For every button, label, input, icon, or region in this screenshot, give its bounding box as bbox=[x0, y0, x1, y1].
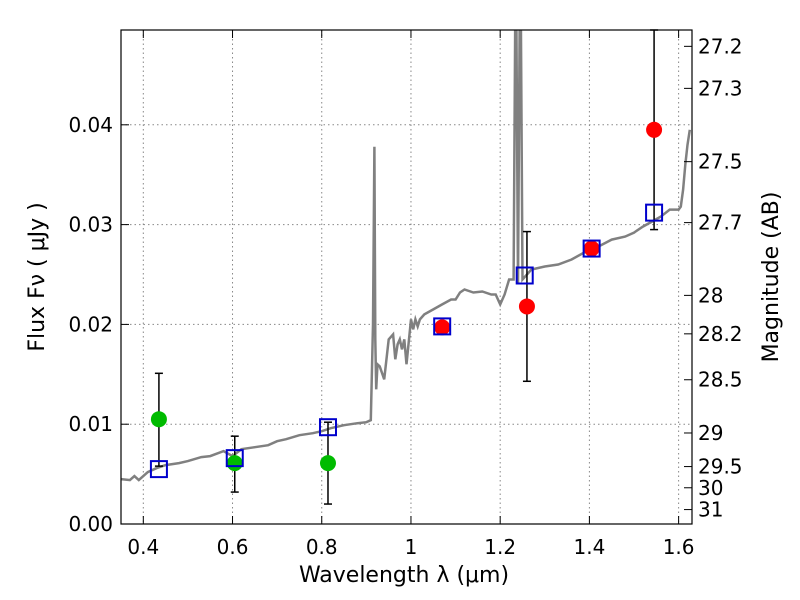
x-tick-label: 0.4 bbox=[127, 535, 159, 559]
magnitude-tick-label: 31 bbox=[698, 498, 723, 522]
y-tick-label: 0.00 bbox=[68, 512, 113, 536]
x-tick-label: 1 bbox=[405, 535, 418, 559]
x-tick-label: 1.2 bbox=[484, 535, 516, 559]
magnitude-tick-label: 27.2 bbox=[698, 34, 743, 58]
red-data-point bbox=[646, 121, 663, 138]
tick-layer: 0.4 0.6 0.8 1 1.2 1.4 1.6 0.00 0.01 0.02 0.03 0.04 2… bbox=[68, 30, 743, 559]
red-data-point bbox=[434, 319, 451, 336]
plot-frame bbox=[120, 29, 693, 525]
model-square bbox=[515, 266, 534, 285]
model-square bbox=[433, 317, 452, 336]
magnitude-tick-label: 30 bbox=[698, 476, 723, 500]
y-tick-label: 0.02 bbox=[68, 312, 113, 336]
magnitude-tick-label: 27.3 bbox=[698, 76, 743, 100]
y-tick-label: 0.04 bbox=[68, 113, 113, 137]
magnitude-tick-label: 28 bbox=[698, 283, 723, 307]
x-tick-label: 0.8 bbox=[306, 535, 338, 559]
x-tick-label: 0.6 bbox=[217, 535, 249, 559]
model-square bbox=[225, 449, 244, 468]
model-square bbox=[645, 203, 664, 222]
magnitude-tick-label: 29 bbox=[698, 421, 723, 445]
y-axis-label: Flux Fν ( μJy ) bbox=[25, 202, 50, 351]
magnitude-tick-label: 28.5 bbox=[698, 368, 743, 392]
y-tick-label: 0.03 bbox=[68, 213, 113, 237]
x-tick-label: 1.4 bbox=[573, 535, 605, 559]
green-data-point bbox=[226, 455, 243, 472]
magnitude-tick-label: 28.2 bbox=[698, 322, 743, 346]
x-tick-label: 1.6 bbox=[663, 535, 695, 559]
green-data-point bbox=[319, 455, 336, 472]
magnitude-tick-label: 27.7 bbox=[698, 211, 743, 235]
red-data-point bbox=[518, 298, 535, 315]
model-square bbox=[318, 418, 337, 437]
red-data-point bbox=[583, 240, 600, 257]
magnitude-axis-label: Magnitude (AB) bbox=[759, 192, 784, 363]
model-square bbox=[149, 460, 168, 479]
magnitude-tick-label: 29.5 bbox=[698, 455, 743, 479]
magnitude-tick-label: 27.5 bbox=[698, 150, 743, 174]
model-square bbox=[582, 239, 601, 258]
x-axis-label: Wavelength λ (μm) bbox=[299, 563, 509, 588]
y-tick-label: 0.01 bbox=[68, 412, 113, 436]
data-point-layer bbox=[149, 121, 664, 479]
green-data-point bbox=[150, 411, 167, 428]
